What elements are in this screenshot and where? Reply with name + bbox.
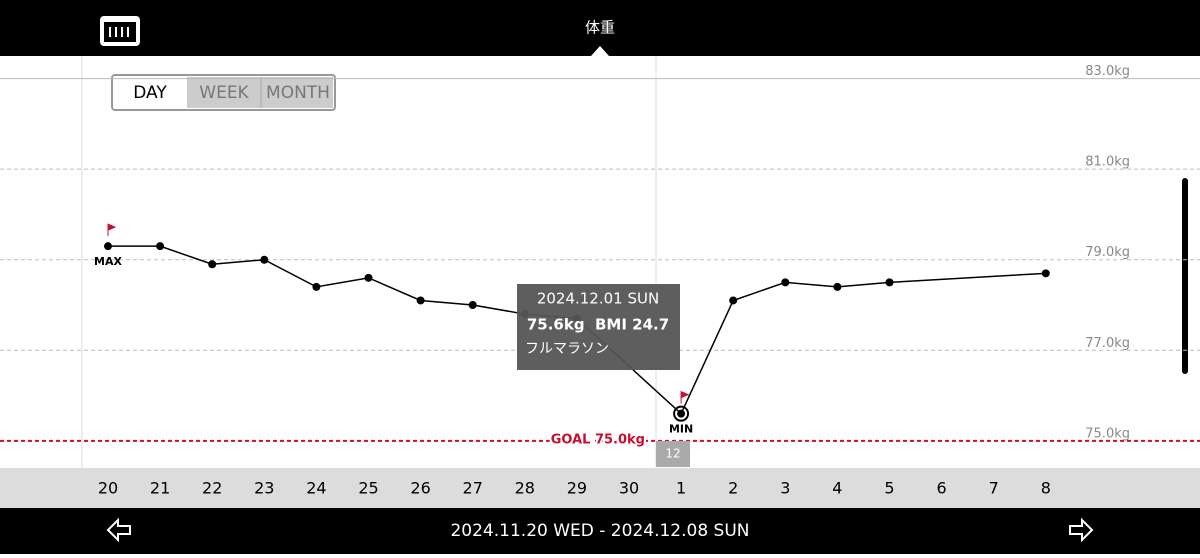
- x-tick-label: 7: [989, 479, 999, 498]
- tab[interactable]: DAY: [133, 83, 167, 103]
- header-title: 体重: [585, 19, 615, 37]
- x-tick-label: 28: [515, 479, 535, 498]
- point: [364, 273, 373, 282]
- tab[interactable]: MONTH: [266, 83, 330, 103]
- point: [677, 409, 686, 418]
- next-arrow[interactable]: [1069, 517, 1094, 543]
- goal-label: GOAL 75.0kg: [551, 432, 645, 447]
- x-tick-label: 3: [780, 479, 790, 498]
- point: [729, 296, 738, 305]
- x-tick-label: 1: [676, 479, 686, 498]
- calendar-icon[interactable]: [100, 16, 140, 46]
- tooltip-note: フルマラソン: [525, 341, 609, 357]
- point: [156, 242, 165, 251]
- flag: [107, 223, 117, 237]
- tooltip-detail: 75.6kg BMI 24.7: [527, 316, 669, 334]
- point: [208, 260, 217, 269]
- x-tick-label: 5: [884, 479, 894, 498]
- x-tick-label: 29: [567, 479, 587, 498]
- point: [781, 278, 790, 287]
- flag: [680, 390, 690, 404]
- y-tick-label: 81.0kg: [1085, 155, 1130, 170]
- point: [260, 255, 269, 264]
- x-tick-label: 24: [306, 479, 326, 498]
- x-tick-label: 30: [619, 479, 639, 498]
- x-tick-label: 2: [728, 479, 738, 498]
- tooltip-date: 2024.12.01 SUN: [537, 290, 659, 308]
- tooltip-box: [517, 284, 680, 370]
- y-tick-label: 75.0kg: [1085, 426, 1130, 441]
- x-axis-band: [0, 468, 1200, 508]
- y-tick-label: 83.0kg: [1085, 64, 1130, 79]
- date-range: 2024.11.20 WED - 2024.12.08 SUN: [450, 521, 749, 541]
- y-tick-label: 79.0kg: [1085, 245, 1130, 260]
- x-tick-label: 26: [410, 479, 430, 498]
- extreme-label: MAX: [94, 255, 122, 268]
- point: [833, 282, 842, 291]
- y-tick-label: 77.0kg: [1085, 336, 1130, 351]
- point: [1041, 269, 1050, 278]
- x-tick-label: 21: [150, 479, 170, 498]
- tooltip: 2024.12.01 SUN 75.6kg BMI 24.7 フルマラソン: [517, 284, 680, 370]
- x-tick-label: 20: [98, 479, 118, 498]
- point: [104, 242, 112, 251]
- x-tick-label: 25: [358, 479, 378, 498]
- x-tick-label: 8: [1041, 479, 1051, 498]
- scrollbar: [1182, 178, 1188, 374]
- min-ring: [673, 405, 690, 422]
- month-marker-box: [656, 441, 690, 467]
- month-marker: 12: [665, 447, 680, 461]
- header-pointer: [591, 46, 609, 56]
- x-tick-label: 22: [202, 479, 222, 498]
- line: [108, 245, 1046, 415]
- x-tick-label: 27: [463, 479, 483, 498]
- x-tick-label: 4: [832, 479, 842, 498]
- prev-arrow[interactable]: [106, 517, 131, 543]
- point: [468, 301, 477, 310]
- x-tick-label: 6: [937, 479, 947, 498]
- footer-bar: [0, 508, 1200, 554]
- point: [416, 296, 425, 305]
- point: [312, 282, 321, 291]
- x-tick-label: 23: [254, 479, 274, 498]
- tab[interactable]: WEEK: [199, 83, 249, 103]
- tab-group: DAY WEEK MONTH: [111, 74, 336, 111]
- extreme-label: MIN: [669, 423, 693, 436]
- point: [885, 278, 894, 287]
